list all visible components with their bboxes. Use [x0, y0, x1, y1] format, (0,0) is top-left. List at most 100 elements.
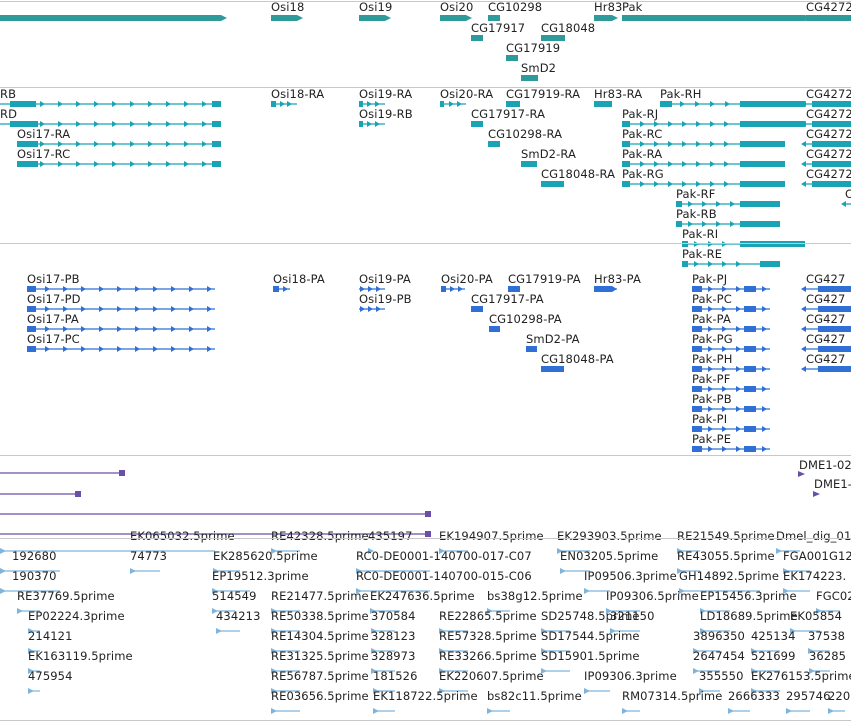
feature-label[interactable]: 2647454: [693, 649, 745, 663]
feature-label[interactable]: Dmel_dig_01: [776, 529, 851, 543]
feature-label[interactable]: EK163119.5prime: [28, 649, 133, 663]
feature-label[interactable]: EK194907.5prime: [439, 529, 544, 543]
feature-label[interactable]: CG18048-PA: [541, 352, 614, 366]
feature-label[interactable]: RE21549.5prime: [677, 529, 775, 543]
feature-label[interactable]: EK174223.: [783, 569, 847, 583]
feature-label[interactable]: CG10298-RA: [488, 127, 563, 141]
feature-label[interactable]: CG18048-RA: [541, 167, 616, 181]
feature-label[interactable]: EP02224.3prime: [28, 609, 125, 623]
feature-label[interactable]: CG427: [806, 332, 846, 346]
feature-label[interactable]: Pak: [622, 0, 643, 14]
feature-label[interactable]: Osi19-RB: [359, 107, 413, 121]
feature-label[interactable]: CG18048: [541, 21, 596, 35]
feature-label[interactable]: RE42328.5prime: [271, 529, 369, 543]
feature-label[interactable]: FGA001G12: [783, 549, 851, 563]
feature-label[interactable]: 425134: [751, 629, 796, 643]
feature-label[interactable]: EK276153.5prime: [751, 669, 851, 683]
feature-label[interactable]: SmD2: [521, 61, 557, 75]
feature-label[interactable]: 328123: [371, 629, 416, 643]
feature-label[interactable]: Osi18-PA: [273, 272, 325, 286]
feature-label[interactable]: SD17544.5prime: [541, 629, 640, 643]
feature-label[interactable]: 2666333: [728, 689, 780, 703]
feature-label[interactable]: RE50338.5prime: [271, 609, 369, 623]
feature-label[interactable]: SmD2-RA: [521, 147, 576, 161]
feature-label[interactable]: Pak-PI: [692, 412, 728, 426]
feature-label[interactable]: Pak-RJ: [622, 107, 659, 121]
feature-label[interactable]: 321150: [610, 609, 655, 623]
feature-label[interactable]: RE56787.5prime: [271, 669, 369, 683]
feature-label[interactable]: Osi17-PA: [27, 312, 79, 326]
feature-label[interactable]: 295746: [786, 689, 831, 703]
feature-label[interactable]: LD18689.5prime: [700, 609, 798, 623]
feature-label[interactable]: RE21477.5prime: [271, 589, 369, 603]
feature-label[interactable]: Osi17-PB: [27, 272, 80, 286]
feature-label[interactable]: Osi19-PB: [359, 292, 412, 306]
feature-label[interactable]: CG4272: [806, 107, 851, 121]
feature-label[interactable]: EN03205.5prime: [560, 549, 659, 563]
feature-label[interactable]: DME1-: [814, 477, 851, 491]
feature-label[interactable]: SD15901.5prime: [541, 649, 640, 663]
feature-label[interactable]: 328973: [371, 649, 416, 663]
feature-label[interactable]: Osi18-RA: [271, 87, 325, 101]
feature-label[interactable]: C: [845, 187, 851, 201]
feature-label[interactable]: Hr83-RA: [594, 87, 643, 101]
feature-label[interactable]: CG427: [806, 352, 846, 366]
feature-label[interactable]: CG4272: [806, 87, 851, 101]
feature-label[interactable]: bs38g12.5prime: [487, 589, 583, 603]
feature-label[interactable]: CG10298-PA: [489, 312, 562, 326]
feature-label[interactable]: DME1-02: [799, 458, 851, 472]
feature-label[interactable]: CG17917: [471, 21, 526, 35]
feature-label[interactable]: Pak-PC: [692, 292, 732, 306]
feature-label[interactable]: Osi20-RA: [440, 87, 494, 101]
feature-label[interactable]: CG17919-PA: [508, 272, 581, 286]
feature-label[interactable]: RE43055.5prime: [677, 549, 775, 563]
feature-label[interactable]: EK285620.5prime: [213, 549, 318, 563]
feature-label[interactable]: RE03656.5prime: [271, 689, 369, 703]
feature-label[interactable]: CG427: [806, 292, 846, 306]
feature-label[interactable]: 355550: [699, 669, 744, 683]
feature-label[interactable]: Pak-PF: [692, 372, 731, 386]
feature-label[interactable]: 521699: [751, 649, 796, 663]
feature-label[interactable]: EP19512.3prime: [212, 569, 309, 583]
feature-label[interactable]: 192680: [12, 549, 57, 563]
feature-label[interactable]: Osi17-RC: [17, 147, 71, 161]
feature-label[interactable]: CG17919: [506, 41, 561, 55]
feature-label[interactable]: Osi19: [359, 0, 393, 14]
feature-label[interactable]: Pak-PB: [692, 392, 732, 406]
feature-label[interactable]: Pak-PA: [692, 312, 731, 326]
feature-label[interactable]: Pak-PE: [692, 432, 732, 446]
feature-label[interactable]: CG427: [806, 312, 846, 326]
feature-label[interactable]: EK220607.5prime: [439, 669, 544, 683]
feature-label[interactable]: 37538: [808, 629, 846, 643]
feature-label[interactable]: EP15456.3prime: [700, 589, 797, 603]
feature-label[interactable]: 370584: [371, 609, 416, 623]
feature-label[interactable]: Osi19-PA: [359, 272, 411, 286]
feature-label[interactable]: IP09306.5prime: [606, 589, 699, 603]
feature-label[interactable]: Pak-RC: [622, 127, 663, 141]
feature-label[interactable]: SmD2-PA: [526, 332, 580, 346]
feature-label[interactable]: RC0-DE0001-140700-017-C07: [356, 549, 532, 563]
feature-label[interactable]: EK05854: [790, 609, 843, 623]
feature-label[interactable]: FGC029: [816, 589, 851, 603]
feature-label[interactable]: RD: [0, 107, 18, 121]
feature-label[interactable]: Pak-RA: [622, 147, 663, 161]
feature-label[interactable]: Pak-PH: [692, 352, 733, 366]
feature-label[interactable]: 435197: [368, 529, 413, 543]
feature-label[interactable]: Hr83: [594, 0, 623, 14]
feature-label[interactable]: GH14892.5prime: [679, 569, 780, 583]
feature-label[interactable]: Osi20-PA: [441, 272, 493, 286]
feature-label[interactable]: IP09506.3prime: [584, 569, 677, 583]
feature-label[interactable]: CG17919-RA: [506, 87, 581, 101]
feature-label[interactable]: 514549: [212, 589, 257, 603]
feature-label[interactable]: Pak-RF: [676, 187, 716, 201]
feature-label[interactable]: IP09306.3prime: [584, 669, 677, 683]
feature-label[interactable]: RE31325.5prime: [271, 649, 369, 663]
feature-label[interactable]: bs82c11.5prime: [487, 689, 582, 703]
feature-label[interactable]: CG4272: [806, 127, 851, 141]
feature-label[interactable]: Pak-RH: [660, 87, 702, 101]
feature-label[interactable]: Pak-PG: [692, 332, 733, 346]
feature-label[interactable]: 181526: [373, 669, 418, 683]
feature-label[interactable]: Pak-RG: [622, 167, 664, 181]
feature-label[interactable]: 3896350: [693, 629, 745, 643]
